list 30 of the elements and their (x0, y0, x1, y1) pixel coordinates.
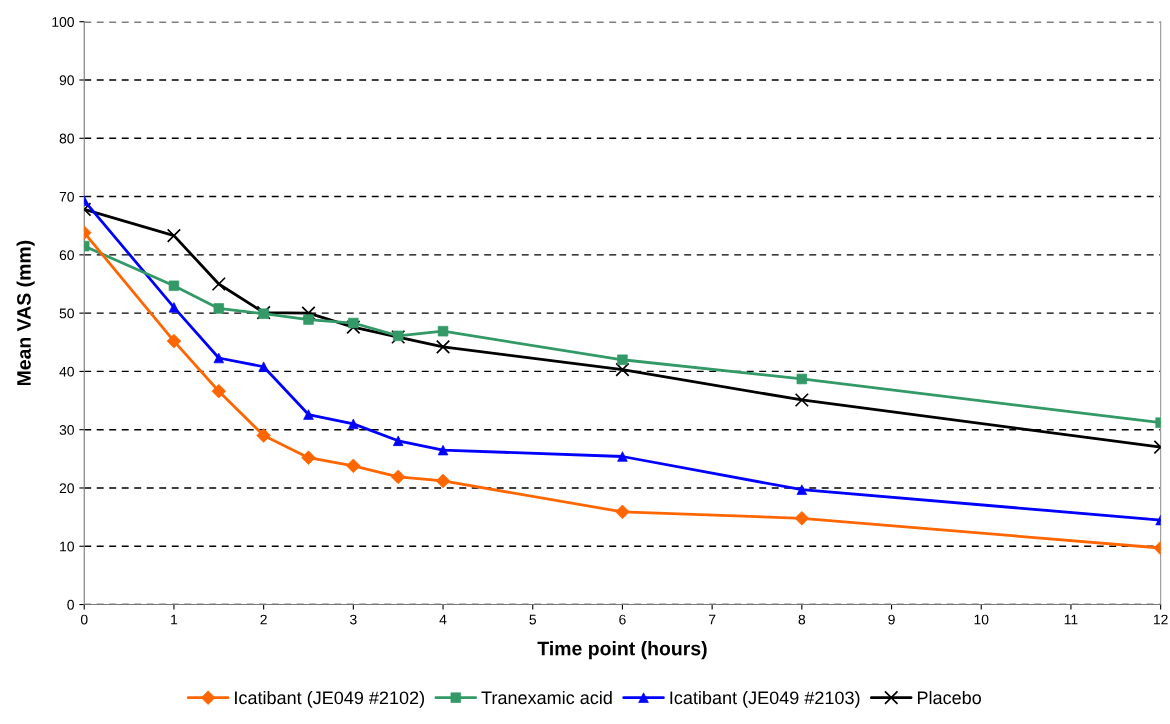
y-axis-title: Mean VAS (mm) (16, 240, 35, 386)
y-tick-label: 60 (59, 250, 74, 261)
y-tick-label: 10 (60, 541, 74, 552)
x-tick-label: 9 (888, 614, 895, 625)
x-tick-label: 11 (1064, 614, 1078, 625)
y-tick-label: 40 (59, 366, 74, 377)
x-tick-label: 8 (798, 614, 806, 625)
y-tick-label: 0 (67, 599, 74, 610)
x-tick-label: 1 (171, 614, 178, 625)
y-tick-label: 20 (59, 483, 74, 494)
y-tick-label: 100 (52, 17, 74, 27)
y-tick-label: 80 (59, 133, 74, 144)
x-tick-label: 7 (708, 614, 716, 625)
legend-label: Placebo (917, 690, 981, 705)
x-tick-label: 12 (1153, 614, 1168, 625)
legend-label: Tranexamic acid (481, 690, 612, 705)
legend-label: Icatibant (JE049 #2102) (235, 690, 424, 708)
legend-label: Icatibant (JE049 #2103) (670, 690, 860, 708)
x-axis-title: Time point (hours) (537, 641, 707, 660)
x-tick-label: 3 (350, 614, 357, 625)
y-tick-label: 30 (59, 425, 74, 435)
x-tick-label: 10 (974, 614, 989, 625)
x-tick-label: 4 (439, 614, 447, 625)
x-tick-label: 0 (80, 614, 88, 625)
y-tick-label: 50 (59, 308, 74, 319)
x-tick-label: 6 (619, 614, 626, 625)
x-tick-label: 5 (529, 614, 537, 625)
x-tick-label: 2 (260, 614, 267, 625)
y-tick-label: 90 (59, 75, 74, 86)
y-tick-label: 70 (59, 191, 74, 202)
